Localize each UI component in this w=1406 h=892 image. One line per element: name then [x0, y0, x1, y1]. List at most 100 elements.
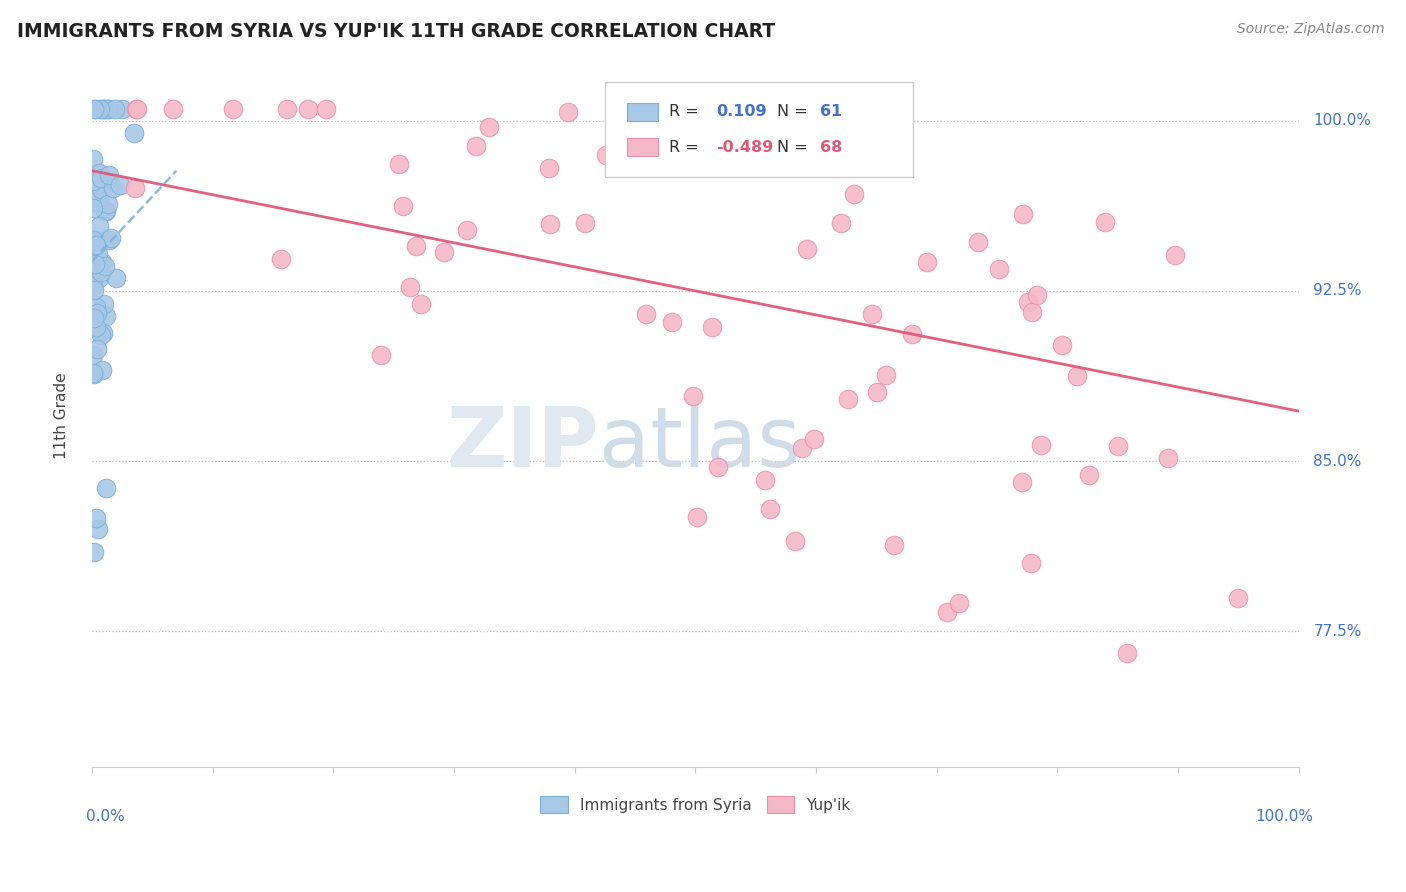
- Point: [759, 501, 782, 516]
- Point: [987, 261, 1010, 276]
- Point: [1026, 288, 1049, 302]
- Text: ZIP: ZIP: [446, 403, 599, 484]
- Point: [1164, 248, 1187, 262]
- Point: [1012, 207, 1035, 221]
- Point: [87, 270, 110, 285]
- Point: [948, 596, 970, 610]
- Point: [83, 283, 105, 297]
- Point: [706, 460, 728, 475]
- Legend: Immigrants from Syria, Yup'ik: Immigrants from Syria, Yup'ik: [534, 789, 856, 820]
- Text: 0.0%: 0.0%: [86, 809, 125, 824]
- Point: [83, 103, 105, 117]
- Point: [84, 103, 107, 117]
- Point: [84, 194, 107, 209]
- Point: [1052, 338, 1074, 352]
- Point: [1029, 438, 1052, 452]
- Point: [915, 255, 938, 269]
- Point: [315, 103, 337, 117]
- Text: atlas: atlas: [599, 403, 800, 484]
- Point: [83, 367, 105, 381]
- Text: Source: ZipAtlas.com: Source: ZipAtlas.com: [1237, 22, 1385, 37]
- Point: [91, 326, 114, 340]
- Point: [84, 236, 107, 251]
- Point: [86, 247, 108, 261]
- Point: [1066, 369, 1088, 384]
- Point: [93, 297, 115, 311]
- Point: [456, 223, 478, 237]
- Point: [91, 103, 114, 117]
- Point: [557, 104, 579, 119]
- Point: [108, 178, 131, 192]
- Point: [901, 327, 924, 342]
- Point: [89, 190, 111, 204]
- Point: [97, 196, 120, 211]
- Point: [125, 103, 148, 117]
- Point: [82, 278, 104, 293]
- Point: [84, 510, 107, 524]
- Point: [97, 233, 120, 247]
- Point: [96, 481, 118, 495]
- Point: [90, 328, 112, 343]
- Point: [297, 103, 319, 117]
- Point: [84, 238, 107, 252]
- Point: [405, 239, 427, 253]
- Point: [94, 259, 117, 273]
- Point: [1094, 215, 1116, 229]
- Point: [90, 181, 112, 195]
- Point: [700, 319, 723, 334]
- Text: 11th Grade: 11th Grade: [55, 372, 69, 459]
- Text: 77.5%: 77.5%: [1313, 624, 1361, 639]
- Point: [537, 161, 560, 175]
- Point: [82, 201, 104, 215]
- Point: [90, 254, 112, 268]
- Point: [82, 174, 104, 188]
- Point: [86, 233, 108, 247]
- Point: [83, 241, 105, 255]
- Point: [830, 216, 852, 230]
- Point: [124, 126, 146, 140]
- Point: [94, 309, 117, 323]
- Point: [270, 252, 292, 266]
- Point: [222, 103, 245, 117]
- Point: [1227, 591, 1250, 605]
- Point: [875, 368, 897, 382]
- Point: [1011, 475, 1033, 489]
- Point: [97, 103, 120, 117]
- Point: [83, 311, 105, 326]
- Point: [110, 103, 132, 117]
- Point: [754, 474, 776, 488]
- Point: [837, 392, 859, 407]
- Point: [399, 279, 422, 293]
- Point: [842, 187, 865, 202]
- Point: [967, 235, 990, 249]
- Point: [1107, 439, 1129, 453]
- Point: [87, 219, 110, 233]
- Point: [82, 187, 104, 202]
- Text: 0.109: 0.109: [716, 104, 766, 120]
- Point: [162, 103, 184, 117]
- Point: [1019, 556, 1042, 570]
- Point: [93, 103, 115, 117]
- Point: [82, 233, 104, 247]
- Point: [1021, 305, 1043, 319]
- Point: [574, 216, 596, 230]
- Point: [86, 300, 108, 314]
- Point: [682, 389, 704, 403]
- Point: [803, 433, 825, 447]
- Point: [104, 103, 127, 117]
- Point: [866, 384, 889, 399]
- Point: [1157, 451, 1180, 466]
- Point: [675, 126, 697, 140]
- Point: [87, 522, 110, 536]
- Point: [96, 204, 118, 219]
- Text: 68: 68: [820, 139, 842, 154]
- Text: -0.489: -0.489: [716, 139, 773, 154]
- Text: R =: R =: [669, 104, 703, 120]
- Point: [105, 270, 128, 285]
- Text: IMMIGRANTS FROM SYRIA VS YUP'IK 11TH GRADE CORRELATION CHART: IMMIGRANTS FROM SYRIA VS YUP'IK 11TH GRA…: [17, 22, 775, 41]
- Point: [83, 308, 105, 322]
- Point: [636, 307, 658, 321]
- Point: [883, 538, 905, 552]
- Point: [86, 342, 108, 356]
- Point: [97, 103, 120, 117]
